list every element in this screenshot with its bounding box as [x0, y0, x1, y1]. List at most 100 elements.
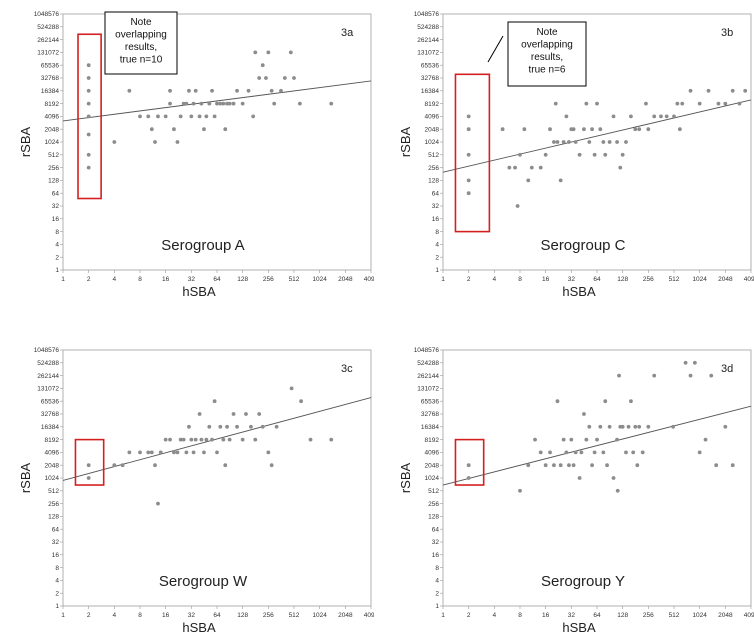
data-point: [564, 114, 569, 119]
data-point: [138, 114, 142, 119]
serogroup-label: Serogroup Y: [541, 573, 625, 590]
data-point: [595, 101, 599, 106]
data-point: [227, 101, 232, 106]
data-point: [193, 437, 198, 442]
data-point: [675, 101, 680, 106]
data-point: [637, 127, 642, 132]
y-tick-label: 524288: [417, 24, 439, 31]
x-tick-label: 1024: [312, 612, 327, 619]
data-point: [272, 101, 277, 106]
data-point: [235, 424, 239, 429]
data-point: [646, 424, 651, 429]
note-text-line: Note: [130, 17, 152, 28]
data-point: [582, 127, 586, 132]
data-point: [548, 127, 552, 132]
data-point: [611, 476, 616, 480]
y-tick-label: 8192: [425, 437, 440, 444]
x-tick-label: 4096: [364, 612, 374, 619]
data-point: [697, 450, 702, 455]
x-tick-label: 512: [669, 276, 680, 283]
note-leader-line: [487, 35, 504, 63]
data-point: [289, 386, 294, 391]
data-point: [288, 50, 293, 55]
y-tick-label: 524288: [37, 360, 59, 367]
y-tick-label: 256: [428, 165, 439, 172]
x-tick-label: 4096: [364, 276, 374, 283]
y-tick-label: 4: [435, 578, 439, 585]
data-point: [127, 450, 132, 455]
x-tick-label: 256: [263, 276, 274, 283]
data-point: [466, 114, 471, 119]
data-point: [191, 450, 196, 455]
y-tick-label: 16384: [41, 424, 59, 431]
data-point: [120, 463, 125, 468]
x-tick-label: 64: [213, 612, 221, 619]
y-tick-label: 16: [432, 216, 440, 223]
x-tick-label: 512: [289, 612, 300, 619]
x-tick-label: 2: [467, 612, 471, 619]
x-tick-label: 1024: [692, 612, 707, 619]
y-tick-label: 32: [52, 539, 60, 546]
data-point: [624, 140, 628, 144]
data-point: [264, 76, 268, 80]
data-point: [231, 412, 236, 416]
data-point: [231, 101, 236, 106]
y-tick-label: 128: [428, 514, 439, 521]
data-point: [199, 437, 204, 442]
data-point: [218, 424, 223, 429]
x-tick-label: 4: [493, 276, 497, 283]
data-point: [297, 101, 302, 106]
y-tick-label: 262144: [417, 373, 439, 380]
x-tick-label: 8: [138, 612, 142, 619]
data-point: [329, 437, 334, 442]
data-point: [513, 165, 517, 170]
data-point: [260, 424, 265, 429]
y-axis-title: rSBA: [18, 463, 33, 494]
data-point: [555, 140, 560, 144]
y-tick-label: 64: [52, 526, 60, 533]
data-point: [292, 76, 296, 80]
data-point: [175, 140, 180, 144]
x-tick-label: 64: [213, 276, 221, 283]
data-point: [86, 76, 91, 80]
data-point: [629, 399, 633, 404]
data-point: [611, 114, 616, 119]
y-tick-label: 4096: [425, 114, 440, 121]
data-point: [584, 437, 589, 442]
data-point: [193, 88, 198, 93]
chart-panel-3c: 1 2 4 8 16 32 64 128 256 512 1024 2048 4096 8192 16384…: [0, 336, 379, 641]
data-point: [617, 373, 621, 378]
data-point: [149, 450, 154, 455]
data-point: [163, 114, 168, 119]
y-tick-label: 32768: [41, 75, 59, 82]
y-tick-label: 128: [48, 178, 59, 185]
data-point: [153, 140, 157, 144]
y-tick-label: 128: [48, 514, 59, 521]
data-point: [210, 88, 214, 93]
y-tick-label: 4: [55, 242, 59, 249]
scatter-plot-svg: 1248163264128256512102420484096819216384…: [398, 11, 754, 299]
data-point: [529, 165, 534, 170]
y-tick-label: 2048: [425, 462, 440, 469]
x-tick-label: 4: [113, 612, 117, 619]
data-point: [282, 76, 287, 80]
data-point: [156, 501, 160, 506]
y-tick-label: 65536: [421, 62, 439, 69]
data-point: [253, 50, 258, 55]
data-point: [569, 437, 574, 442]
data-point: [184, 450, 189, 455]
data-point: [730, 88, 735, 93]
regression-line: [442, 405, 752, 486]
data-point: [603, 399, 608, 404]
y-tick-label: 262144: [37, 37, 59, 44]
x-tick-label: 1024: [312, 276, 327, 283]
data-point: [191, 101, 196, 106]
data-point: [215, 450, 219, 455]
y-tick-label: 8192: [45, 437, 60, 444]
data-point: [697, 101, 702, 106]
data-point: [552, 463, 556, 468]
chart-panel-3d: 1 2 4 8 16 32 64 128 256 512 1024 2048 4096 8192 16384…: [380, 336, 754, 641]
data-point: [635, 463, 640, 468]
data-point: [86, 152, 91, 157]
y-tick-label: 128: [428, 178, 439, 185]
